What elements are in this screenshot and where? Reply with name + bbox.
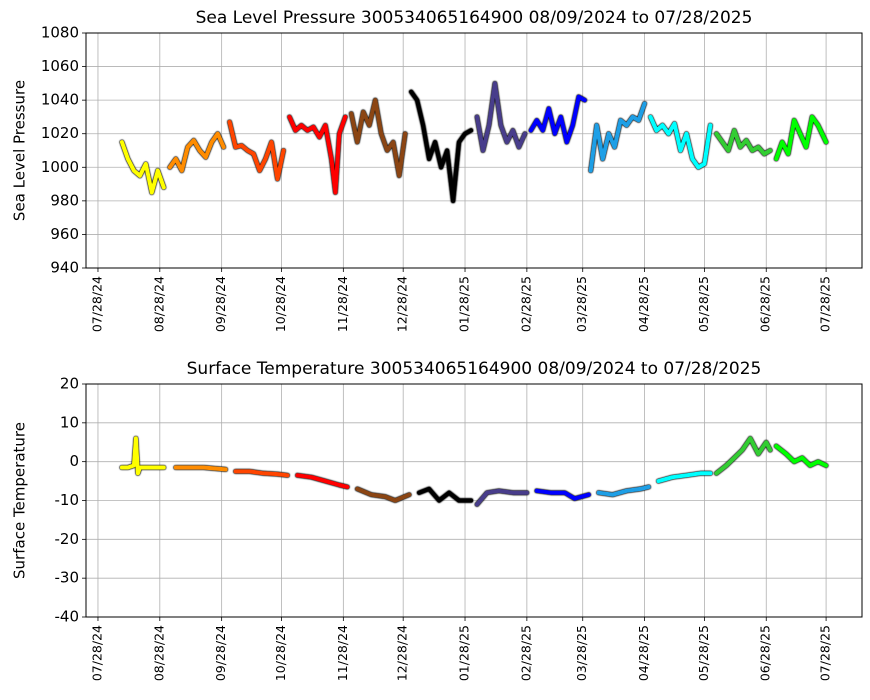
data-line <box>774 444 829 468</box>
data-line <box>656 471 713 484</box>
data-line <box>167 131 226 173</box>
chart-title: Sea Level Pressure 300534065164900 08/09… <box>196 8 753 28</box>
y-tick-label: 0 <box>69 452 79 470</box>
x-tick-label: 10/28/24 <box>273 625 288 681</box>
x-tick-label: 01/28/25 <box>457 625 472 681</box>
x-tick-label: 10/28/24 <box>273 276 288 332</box>
data-line <box>233 469 290 478</box>
y-tick-label: 1020 <box>41 124 79 142</box>
x-tick-label: 08/28/24 <box>151 276 166 332</box>
y-tick-label: 940 <box>50 259 79 277</box>
data-line <box>534 488 591 501</box>
y-tick-label: 20 <box>60 375 79 393</box>
x-tick-label: 03/28/25 <box>574 625 589 681</box>
y-tick-label: -30 <box>55 569 80 587</box>
y-tick-label: 1040 <box>41 91 79 109</box>
data-line <box>119 140 166 195</box>
x-tick-label: 02/28/25 <box>518 625 533 681</box>
x-tick-label: 12/28/24 <box>395 625 410 681</box>
data-line <box>227 120 286 181</box>
x-tick-label: 05/28/25 <box>696 276 711 332</box>
x-tick-label: 01/28/25 <box>457 276 472 332</box>
x-tick-label: 06/28/25 <box>758 276 773 332</box>
y-tick-label: 960 <box>50 225 79 243</box>
data-line <box>417 486 473 503</box>
data-line <box>774 114 829 161</box>
plot-frame <box>85 32 863 269</box>
data-line <box>596 484 651 497</box>
data-line <box>295 473 350 489</box>
x-tick-label: 07/28/24 <box>89 276 104 332</box>
data-line <box>588 101 647 173</box>
x-tick-label: 07/28/25 <box>818 276 833 332</box>
y-axis-label: Surface Temperature <box>11 422 29 579</box>
plot-frame <box>85 383 863 618</box>
x-tick-label: 05/28/25 <box>696 625 711 681</box>
x-tick-label: 03/28/25 <box>574 276 589 332</box>
data-line <box>648 114 713 170</box>
y-axis-label: Sea Level Pressure <box>11 80 29 221</box>
x-tick-label: 04/28/25 <box>636 276 651 332</box>
x-tick-label: 04/28/25 <box>636 625 651 681</box>
x-tick-label: 02/28/25 <box>518 276 533 332</box>
data-line <box>714 128 773 156</box>
y-tick-label: 10 <box>60 413 79 431</box>
data-line <box>119 436 166 476</box>
x-tick-label: 07/28/25 <box>818 625 833 681</box>
y-tick-label: -40 <box>55 608 80 626</box>
data-line <box>355 486 412 503</box>
x-tick-label: 11/28/24 <box>335 276 350 332</box>
y-tick-label: -10 <box>55 491 80 509</box>
x-tick-label: 07/28/24 <box>89 625 104 681</box>
data-line <box>475 488 529 507</box>
y-tick-label: 1080 <box>41 24 79 42</box>
chart-title: Surface Temperature 300534065164900 08/0… <box>187 359 762 379</box>
data-line <box>173 465 228 472</box>
y-tick-label: 1000 <box>41 158 79 176</box>
data-line <box>349 98 408 178</box>
y-tick-label: 1060 <box>41 57 79 75</box>
x-tick-label: 08/28/24 <box>151 625 166 681</box>
x-tick-label: 09/28/24 <box>213 625 228 681</box>
x-tick-label: 12/28/24 <box>395 276 410 332</box>
data-line <box>475 81 527 153</box>
x-tick-label: 11/28/24 <box>335 625 350 681</box>
y-tick-label: -20 <box>55 530 80 548</box>
data-line <box>714 436 773 476</box>
y-tick-label: 980 <box>50 191 79 209</box>
x-tick-label: 06/28/25 <box>758 625 773 681</box>
data-line <box>287 114 348 195</box>
x-tick-label: 09/28/24 <box>213 276 228 332</box>
data-line <box>409 89 473 203</box>
data-line <box>528 94 587 145</box>
